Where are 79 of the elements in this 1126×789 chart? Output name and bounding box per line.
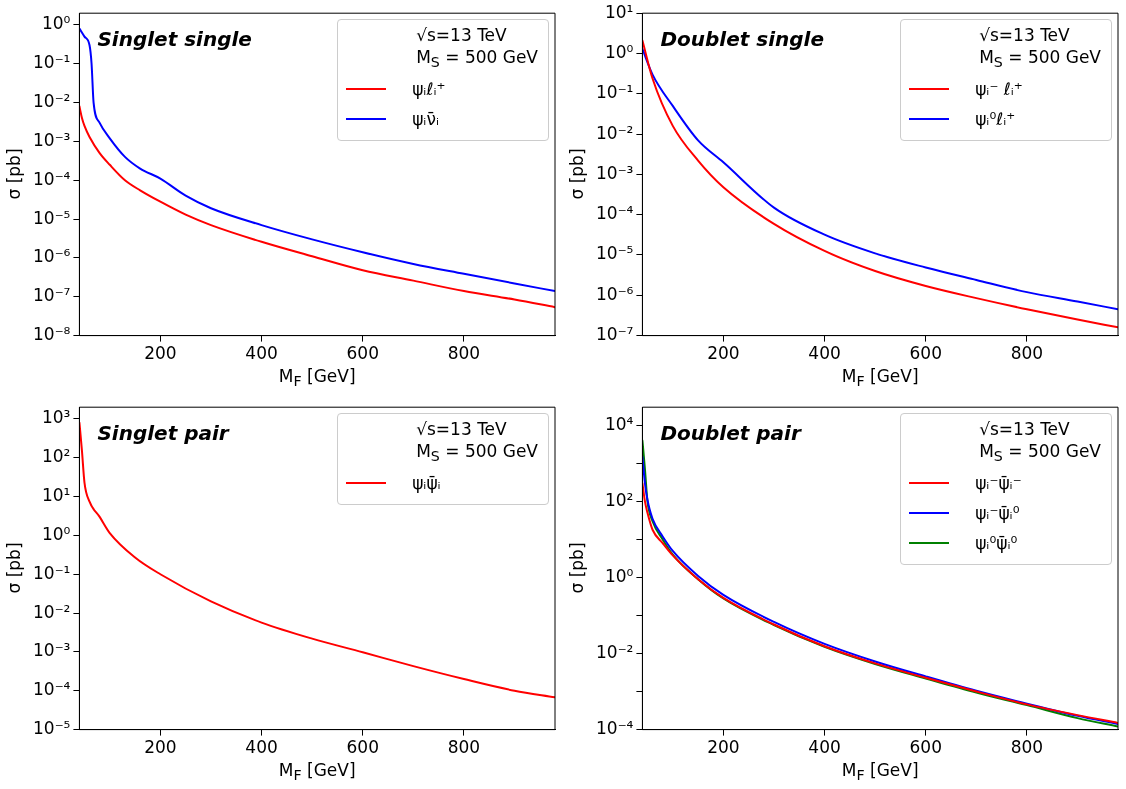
x-tick-label: 600 [909, 343, 942, 364]
annotation: √s=13 TeV [978, 24, 1071, 47]
y-tick-label: 10² [41, 446, 71, 467]
line-series [79, 27, 555, 293]
y-tick-label: 10³ [41, 407, 71, 428]
x-tick-label: 400 [245, 737, 278, 758]
annotation: M$_{S}$ = 500 GeV [978, 46, 1101, 73]
x-tick-label: 200 [144, 343, 177, 364]
text: Doublet single [660, 27, 824, 52]
text: Singlet single [97, 27, 252, 52]
annotation: M$_{S}$ = 500 GeV [415, 440, 538, 467]
legend-label: ψᵢ⁻ψ̄ᵢ⁰ [975, 502, 1020, 523]
y-axis-title: σ [pb] [4, 148, 24, 200]
y-tick-label: 10⁻³ [33, 129, 71, 150]
x-axis-title: M$_{F}$ [GeV] [278, 760, 356, 784]
x-tick-label: 200 [707, 343, 740, 364]
y-tick-label: 10⁻¹ [33, 52, 71, 73]
x-tick-label: 600 [909, 737, 942, 758]
y-axis-title: σ [pb] [567, 148, 587, 200]
y-tick-label: 10⁻³ [596, 162, 634, 183]
legend-label: ψᵢ⁰ℓᵢ⁺ [975, 108, 1016, 129]
y-tick-label: 10⁰ [41, 523, 71, 544]
legend-label: ψᵢ⁻ψ̄ᵢ⁻ [975, 472, 1022, 493]
y-tick-label: 10⁻² [33, 90, 71, 111]
legend-label: ψᵢν̄ᵢ [412, 108, 439, 129]
x-tick-label: 600 [346, 343, 379, 364]
y-axis-title: σ [pb] [567, 542, 587, 594]
line-series [79, 421, 555, 699]
annotation: M$_{S}$ = 500 GeV [415, 46, 538, 73]
legend-label: ψᵢ⁻ ℓᵢ⁺ [975, 78, 1023, 99]
annotation: √s=13 TeV [415, 418, 508, 441]
y-tick-label: 10⁻⁸ [33, 324, 71, 345]
annotation: √s=13 TeV [978, 418, 1071, 441]
y-tick-label: 10⁻⁶ [596, 283, 634, 304]
y-tick-label: 10⁰ [604, 41, 634, 62]
legend-label: ψᵢℓᵢ⁺ [412, 78, 446, 99]
x-tick-label: 800 [447, 737, 481, 758]
legend-label: ψᵢ⁰ψ̄ᵢ⁰ [975, 532, 1018, 553]
y-tick-label: 10⁻² [33, 601, 71, 622]
y-tick-label: 10⁻⁷ [596, 324, 634, 345]
x-tick-label: 800 [447, 343, 481, 364]
y-tick-label: 10⁻¹ [33, 562, 71, 583]
y-tick-label: 10⁻⁴ [596, 203, 634, 224]
y-tick-label: 10⁻² [596, 122, 634, 143]
x-axis-title: M$_{F}$ [GeV] [841, 366, 919, 390]
text: Singlet pair [97, 421, 229, 446]
y-tick-label: 10⁻⁶ [33, 246, 71, 267]
x-tick-label: 600 [346, 737, 379, 758]
y-axis-title: σ [pb] [4, 542, 24, 594]
annotation: √s=13 TeV [415, 24, 508, 47]
x-axis-title: M$_{F}$ [GeV] [841, 760, 919, 784]
y-tick-label: 10⁻¹ [596, 82, 634, 103]
y-tick-label: 10⁰ [41, 13, 71, 34]
y-tick-label: 10⁻⁵ [33, 718, 71, 739]
x-tick-label: 400 [808, 737, 841, 758]
y-tick-label: 10⁻⁵ [33, 207, 71, 228]
x-tick-label: 800 [1010, 343, 1044, 364]
x-tick-label: 800 [1010, 737, 1044, 758]
y-tick-label: 10⁻⁴ [33, 168, 71, 189]
text: Doublet pair [660, 421, 801, 446]
legend-label: ψᵢψ̄ᵢ [412, 472, 441, 493]
x-tick-label: 200 [707, 737, 740, 758]
y-tick-label: 10¹ [604, 1, 634, 22]
line-series [79, 105, 555, 309]
y-tick-label: 10⁻³ [33, 640, 71, 661]
y-tick-label: 10⁴ [604, 413, 634, 434]
x-tick-label: 200 [144, 737, 177, 758]
annotation: M$_{S}$ = 500 GeV [978, 440, 1101, 467]
y-tick-label: 10⁰ [604, 565, 634, 586]
y-tick-label: 10⁻⁷ [33, 285, 71, 306]
y-tick-label: 10⁻⁵ [596, 243, 634, 264]
y-tick-label: 10¹ [41, 484, 71, 505]
y-tick-label: 10⁻² [596, 641, 634, 662]
y-tick-label: 10² [604, 489, 634, 510]
x-axis-title: M$_{F}$ [GeV] [278, 366, 356, 390]
y-tick-label: 10⁻⁴ [596, 718, 634, 739]
x-tick-label: 400 [808, 343, 841, 364]
y-tick-label: 10⁻⁴ [33, 679, 71, 700]
x-tick-label: 400 [245, 343, 278, 364]
